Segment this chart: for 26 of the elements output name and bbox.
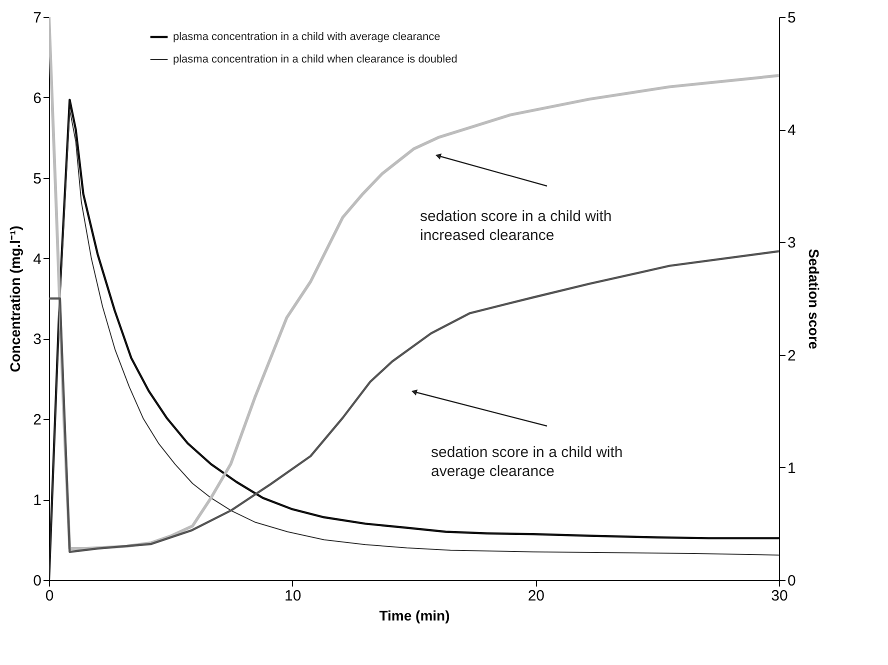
y2-tick-label: 1 [788, 460, 796, 477]
y2-tick-label: 4 [788, 122, 796, 140]
y2-axis-title: Sedation score [806, 248, 822, 350]
x-tick-label: 0 [45, 588, 54, 604]
annotation: sedation score in a child with average clearance [431, 444, 623, 480]
y-tick-label: 0 [33, 572, 42, 590]
y2-tick-label: 0 [788, 572, 796, 590]
line-series [49, 250, 779, 553]
y-tick-label: 3 [33, 331, 42, 348]
y-tick-label: 6 [33, 90, 42, 107]
legend-label: plasma concentration in a child with average clearance [173, 31, 440, 43]
x-tick-label: 20 [528, 588, 545, 604]
y2-tick-label: 2 [788, 347, 796, 364]
x-axis-title: Time (min) [379, 608, 450, 624]
y-tick-label: 2 [33, 412, 42, 429]
y-axis-title: Concentration (mg.l⁻¹) [7, 226, 24, 372]
y-tick-label: 4 [33, 250, 42, 268]
x-tick-label: 30 [771, 588, 788, 604]
y-tick-label: 7 [33, 10, 42, 26]
x-tick-label: 10 [284, 588, 302, 604]
y-tick-label: 1 [33, 492, 42, 510]
y2-tick-label: 5 [788, 10, 796, 26]
y-tick-label: 5 [33, 170, 42, 188]
legend-label: plasma concentration in a child when clearance is doubled [173, 54, 458, 66]
y2-tick-label: 3 [788, 234, 796, 252]
annotation: sedation score in a child with increased clearance [420, 208, 612, 244]
